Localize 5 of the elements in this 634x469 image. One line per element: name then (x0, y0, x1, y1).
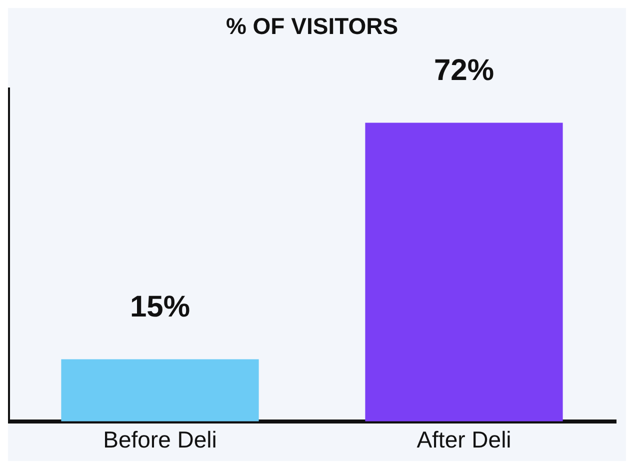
data-label: 15% (130, 290, 190, 324)
x-tick-label: After Deli (416, 426, 512, 453)
data-label: 72% (434, 54, 494, 88)
x-tick-label: Before Deli (103, 426, 217, 453)
chart-title: % OF VISITORS (226, 13, 398, 40)
